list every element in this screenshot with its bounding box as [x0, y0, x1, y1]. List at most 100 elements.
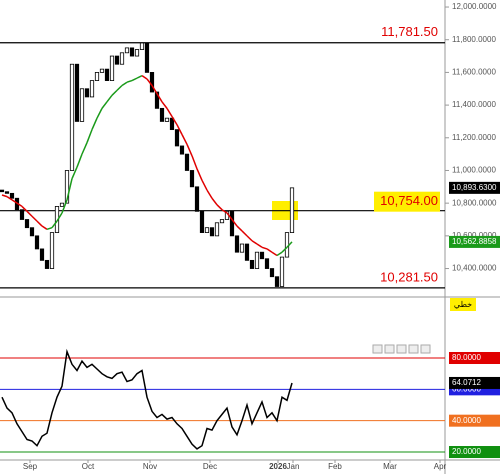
moving-average-segment — [51, 220, 58, 229]
candle-body — [9, 192, 15, 199]
candle-body — [274, 276, 280, 287]
moving-average-segment — [86, 129, 93, 143]
candle-body — [24, 219, 30, 229]
candle-body — [94, 72, 100, 81]
moving-average-segment — [156, 93, 163, 103]
scale-mode[interactable]: خطي — [454, 300, 472, 309]
button[interactable] — [408, 344, 419, 354]
candle-body — [249, 259, 255, 269]
candle-body — [179, 145, 185, 155]
moving-average-segment — [131, 77, 138, 82]
candle-body — [69, 63, 75, 171]
level-label: 11,781.50 — [381, 24, 438, 39]
x-tick-label: Apr — [434, 462, 447, 471]
moving-average-segment — [6, 195, 13, 201]
moving-average-segment — [11, 199, 18, 204]
candle-body — [44, 259, 50, 269]
moving-average-segment — [46, 226, 53, 231]
candle-body — [49, 232, 55, 269]
moving-average-segment — [191, 155, 198, 170]
moving-average-segment — [256, 243, 263, 248]
candle-body — [89, 80, 95, 98]
moving-average-segment — [1, 194, 8, 198]
moving-average-segment — [211, 197, 218, 206]
candle-body — [139, 42, 145, 50]
x-tick-label: Dec — [203, 462, 217, 471]
moving-average-segment — [201, 179, 208, 191]
button[interactable] — [384, 344, 395, 354]
candle-body — [269, 268, 275, 278]
moving-average-segment — [106, 94, 113, 103]
candle-body — [219, 219, 225, 224]
moving-average-segment — [286, 241, 293, 248]
candle-body — [239, 243, 245, 253]
candle-body — [279, 256, 285, 287]
level-tag-box — [449, 352, 500, 365]
moving-average-segment — [236, 225, 243, 232]
candle-body — [159, 107, 165, 122]
moving-average-segment — [66, 178, 73, 201]
moving-average-segment — [166, 107, 173, 117]
y-tick-label: 11,800.0000 — [452, 35, 496, 44]
moving-average-segment — [206, 189, 213, 199]
moving-average-segment — [26, 210, 33, 217]
pane-buttons[interactable] — [372, 344, 431, 354]
y-tick-label: 10,600.0000 — [452, 231, 497, 240]
moving-average-segment — [96, 108, 103, 119]
moving-average-segment — [231, 219, 238, 227]
candle-body — [254, 251, 260, 269]
button[interactable] — [420, 344, 431, 354]
moving-average-segment — [251, 240, 258, 245]
candle-body — [229, 210, 235, 237]
moving-average-segment — [161, 101, 168, 109]
level-label: 10,281.50 — [380, 269, 438, 284]
moving-average-segment — [261, 246, 268, 250]
candle-body — [289, 187, 295, 233]
button[interactable] — [396, 344, 407, 354]
moving-average-segment — [16, 202, 23, 208]
indicator-line — [1, 348, 293, 450]
x-tick-label: 2026 — [269, 462, 287, 471]
candle-body — [199, 210, 205, 233]
candle-body — [154, 91, 160, 109]
candle-body — [209, 227, 215, 237]
candle-body — [109, 55, 115, 81]
moving-average-segment — [146, 78, 153, 86]
moving-average-segment — [241, 230, 248, 237]
candle-body — [149, 72, 155, 93]
moving-average-segment — [246, 235, 253, 242]
y-tick-label: 11,600.0000 — [452, 68, 496, 77]
y-tick-label: 11,400.0000 — [452, 100, 496, 109]
y-tick-label: 11,000.0000 — [452, 166, 496, 175]
scale-mode-box[interactable] — [450, 298, 476, 311]
candle-body — [169, 117, 175, 131]
moving-average-segment — [36, 220, 43, 227]
level-tag-box — [449, 446, 500, 459]
level-label: 10,754.00 — [380, 193, 438, 208]
moving-average-segment — [186, 144, 193, 157]
candle-body — [34, 235, 40, 250]
moving-average-segment — [31, 215, 38, 222]
candle-body — [129, 47, 135, 57]
moving-average-segment — [111, 89, 118, 96]
candle-body — [144, 42, 150, 73]
x-tick-label: Feb — [328, 462, 342, 471]
button[interactable] — [372, 344, 383, 354]
moving-average-segment — [61, 199, 68, 214]
moving-average-segment — [181, 134, 188, 145]
candle-body — [0, 189, 5, 193]
candle-body — [194, 186, 200, 212]
moving-average-segment — [116, 84, 123, 91]
moving-average-segment — [226, 212, 233, 220]
moving-average-segment — [281, 246, 288, 253]
moving-average-segment — [141, 75, 148, 80]
candle-body — [124, 47, 130, 54]
moving-average-segment — [121, 81, 128, 87]
moving-average-segment — [151, 85, 158, 95]
moving-average-segment — [71, 166, 78, 179]
candle-body — [74, 63, 80, 122]
moving-average-segment — [126, 79, 133, 83]
price-tag-box — [449, 235, 500, 248]
x-tick-label: Mar — [383, 462, 397, 471]
